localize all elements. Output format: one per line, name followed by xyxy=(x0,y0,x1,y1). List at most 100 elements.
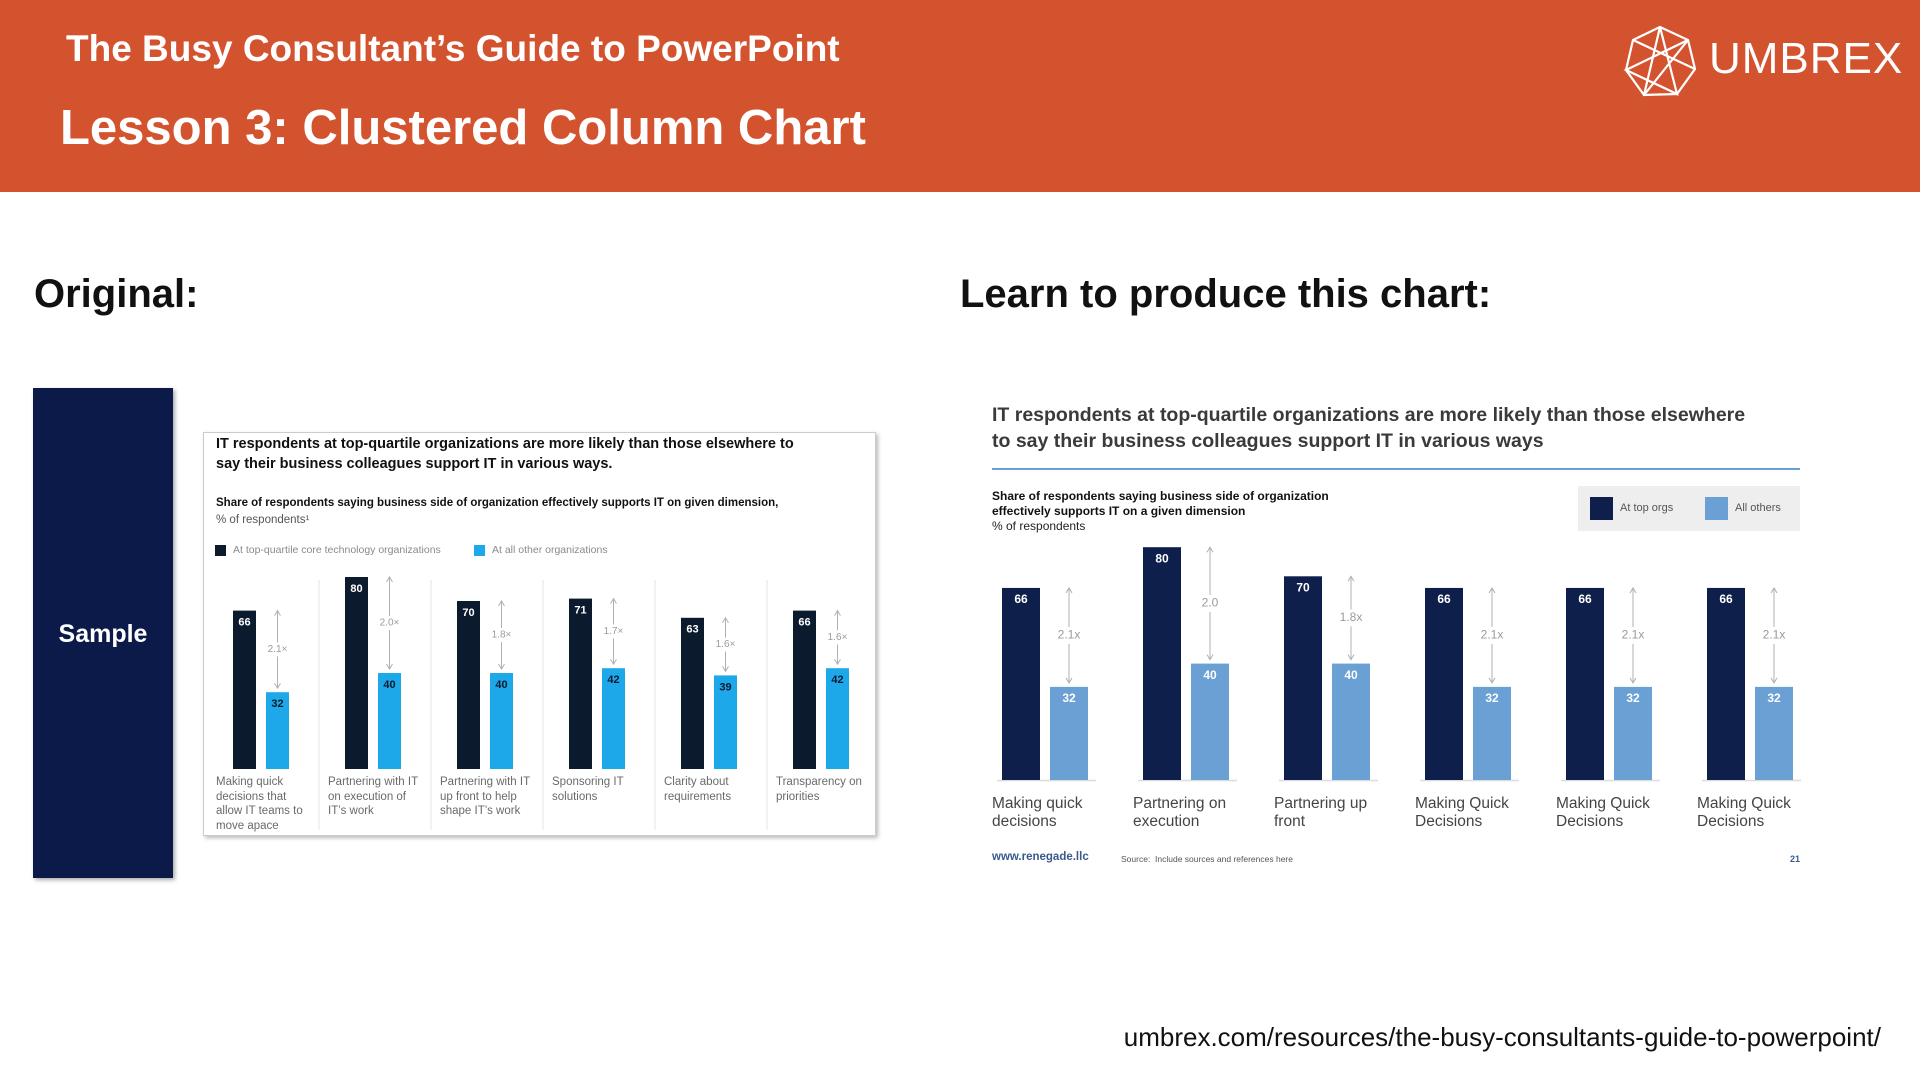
footer-website: www.renegade.llc xyxy=(992,851,1089,863)
bar xyxy=(1707,587,1745,780)
arrow-head xyxy=(274,609,281,616)
bar xyxy=(681,617,704,769)
annotation-bg xyxy=(487,628,516,642)
difference-label: 2.1× xyxy=(268,644,288,655)
sample-panel xyxy=(33,388,173,878)
bar xyxy=(1050,686,1088,780)
legend-label: At all other organizations xyxy=(492,544,608,557)
bar xyxy=(457,601,480,769)
arrow-head xyxy=(1488,677,1496,684)
annotation-bg xyxy=(1196,595,1224,612)
annotation-bg xyxy=(1760,627,1788,644)
chart-subtitle: Share of respondents saying business sid… xyxy=(216,497,779,509)
value-label: 70 xyxy=(1296,580,1310,594)
legend-swatch xyxy=(215,545,226,556)
bar xyxy=(490,673,513,769)
bar xyxy=(345,577,368,769)
unit-label: % of respondents¹ xyxy=(216,514,310,526)
chart-subtitle: Share of respondents saying business sid… xyxy=(992,489,1329,518)
arrow-head xyxy=(1770,677,1778,684)
bar xyxy=(1143,547,1181,780)
value-label: 32 xyxy=(1626,691,1640,705)
value-label: 40 xyxy=(1203,668,1217,682)
arrow-head xyxy=(610,658,617,666)
x-category-label: Making Quick Decisions xyxy=(1556,795,1650,830)
value-label: 66 xyxy=(1437,592,1451,606)
difference-label: 2.1x xyxy=(1481,628,1504,642)
arrow-head xyxy=(1770,586,1778,594)
sample-label: Sample xyxy=(58,620,148,648)
header-band xyxy=(0,0,1920,192)
left-heading: Original: xyxy=(34,272,199,316)
legend-swatch xyxy=(1705,497,1728,520)
arrow-head xyxy=(386,576,393,583)
arrow-head xyxy=(722,616,729,624)
value-label: 39 xyxy=(719,681,731,693)
bar xyxy=(266,692,289,769)
x-category-label: Partnering with IT up front to help shap… xyxy=(440,776,530,817)
arrow-head xyxy=(1206,654,1214,661)
x-category-label: Clarity about requirements xyxy=(664,776,732,803)
arrow-head xyxy=(1065,677,1073,684)
value-label: 66 xyxy=(798,617,810,629)
chart-title: IT respondents at top-quartile organizat… xyxy=(992,404,1746,452)
bar xyxy=(1473,686,1511,780)
arrow-head xyxy=(274,682,281,690)
legend-label: At top orgs xyxy=(1620,501,1674,514)
page-number: 21 xyxy=(1789,854,1800,864)
arrow-head xyxy=(1629,586,1637,594)
bar xyxy=(1002,587,1040,780)
logo-text: UMBREX xyxy=(1709,34,1904,83)
difference-label: 1.8× xyxy=(492,630,512,641)
difference-label: 2.0× xyxy=(380,618,400,629)
value-label: 32 xyxy=(1485,691,1499,705)
original-chart-frame xyxy=(203,432,876,836)
x-category-label: Making Quick Decisions xyxy=(1697,795,1791,830)
bar xyxy=(826,668,849,769)
bar xyxy=(793,610,816,769)
difference-label: 1.6× xyxy=(828,632,848,643)
annotation-bg xyxy=(711,637,740,652)
bar xyxy=(569,598,592,769)
difference-label: 2.0 xyxy=(1202,596,1219,610)
annotation-bg xyxy=(599,624,628,639)
footer-url: umbrex.com/resources/the-busy-consultant… xyxy=(1123,1022,1881,1052)
arrow-head xyxy=(834,658,841,666)
arrow-head xyxy=(1347,654,1355,661)
value-label: 66 xyxy=(1578,592,1592,606)
annotation-bg xyxy=(1337,609,1365,627)
arrow-head xyxy=(498,663,505,670)
legend-swatch xyxy=(1590,497,1613,520)
bar xyxy=(378,673,401,769)
difference-label: 2.1x xyxy=(1763,628,1786,642)
x-category-label: Transparency on priorities xyxy=(776,776,862,803)
right-heading: Learn to produce this chart: xyxy=(960,272,1492,316)
arrow-head xyxy=(722,666,729,673)
value-label: 42 xyxy=(607,674,619,686)
difference-label: 2.1x xyxy=(1622,628,1645,642)
bar xyxy=(1755,686,1793,780)
difference-label: 1.7× xyxy=(604,626,624,637)
difference-label: 1.6× xyxy=(716,639,736,650)
arrow-head xyxy=(1206,546,1214,553)
x-category-label: Making quick decisions that allow IT tea… xyxy=(216,776,303,832)
value-label: 40 xyxy=(1344,668,1358,682)
value-label: 32 xyxy=(271,698,283,710)
annotation-bg xyxy=(375,616,404,630)
arrow-head xyxy=(834,609,841,616)
footer-source: Source: Include sources and references h… xyxy=(1121,854,1293,864)
header-title: The Busy Consultant’s Guide to PowerPoin… xyxy=(66,28,840,69)
annotation-bg xyxy=(1478,627,1506,644)
arrow-head xyxy=(1488,586,1496,594)
bar xyxy=(1425,587,1463,780)
x-category-label: Partnering up front xyxy=(1274,795,1368,830)
bar xyxy=(1191,663,1229,780)
x-category-label: Making quick decisions xyxy=(992,795,1083,830)
arrow-head xyxy=(610,597,617,604)
unit-label: % of respondents xyxy=(992,519,1086,533)
title-rule xyxy=(992,468,1800,470)
value-label: 42 xyxy=(831,674,843,686)
chart-title: IT respondents at top-quartile organizat… xyxy=(216,436,794,472)
x-category-label: Partnering with IT on execution of IT’s … xyxy=(328,776,418,817)
